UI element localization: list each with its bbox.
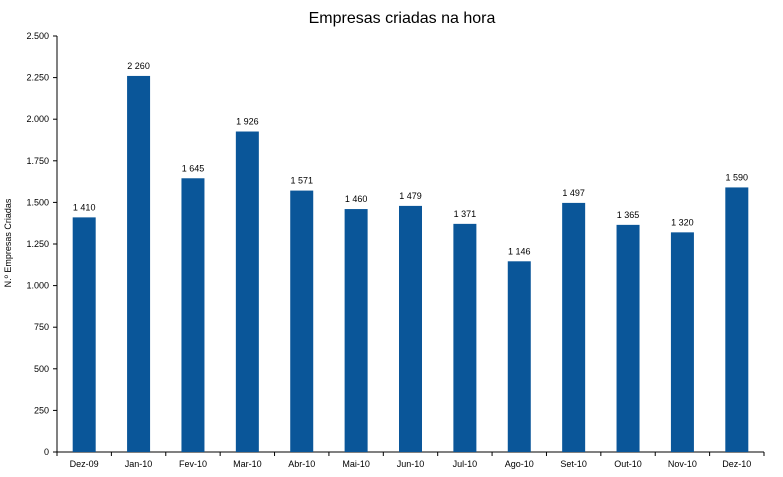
bar (670, 232, 694, 452)
y-tick-label: 1.250 (26, 239, 49, 249)
x-tick-label: Mar-10 (233, 459, 262, 469)
bar (562, 202, 586, 452)
bar (344, 209, 368, 452)
bars (72, 75, 749, 452)
y-tick-labels: 0 250 500 750 1.000 1.250 1.500 1.750 2.000 2.250… (26, 31, 49, 457)
x-tick-label: Out-10 (614, 459, 642, 469)
x-tick-label: Jun-10 (397, 459, 425, 469)
bar (399, 205, 422, 452)
x-tick-label: Jul-10 (453, 459, 478, 469)
x-tick-labels: Dez-09 Jan-10 Fev-10 Mar-10 Abr-10 Mai-10 Jun-… (70, 459, 752, 469)
data-label: 1 497 (562, 188, 585, 198)
data-label: 1 571 (290, 176, 313, 186)
x-tick-label: Set-10 (560, 459, 587, 469)
y-tick-label: 750 (34, 322, 49, 332)
y-tick-label: 500 (34, 364, 49, 374)
y-tick-label: 1.500 (26, 197, 49, 207)
x-tick-label: Nov-10 (668, 459, 697, 469)
axes (53, 35, 765, 456)
x-tick-label: Fev-10 (179, 459, 207, 469)
y-tick-label: 1.750 (26, 156, 49, 166)
y-tick-label: 1.000 (26, 281, 49, 291)
y-tick-label: 2.000 (26, 114, 49, 124)
data-label: 1 479 (399, 191, 422, 201)
bar (616, 224, 640, 452)
bar (181, 178, 205, 452)
x-tick-label: Mai-10 (342, 459, 370, 469)
bar (235, 131, 259, 452)
y-tick-label: 2.250 (26, 73, 49, 83)
data-label: 1 371 (454, 209, 477, 219)
chart-title: Empresas criadas na hora (309, 10, 496, 27)
data-label: 1 460 (345, 194, 368, 204)
y-tick-label: 2.500 (26, 31, 49, 41)
x-tick-label: Abr-10 (288, 459, 315, 469)
data-label: 1 365 (617, 210, 640, 220)
data-label: 1 146 (508, 246, 531, 256)
bar (72, 217, 96, 452)
x-tick-label: Ago-10 (505, 459, 534, 469)
bar (290, 190, 314, 452)
x-tick-label: Dez-10 (722, 459, 751, 469)
data-labels: 1 410 2 260 1 645 1 926 1 571 1 460 1 479 1 371… (73, 61, 748, 256)
data-label: 2 260 (127, 61, 150, 71)
x-tick-label: Dez-09 (70, 459, 99, 469)
bar (725, 187, 749, 452)
data-label: 1 926 (236, 117, 259, 127)
y-tick-label: 0 (44, 447, 49, 457)
bar (507, 261, 531, 452)
x-tick-label: Jan-10 (125, 459, 153, 469)
y-tick-label: 250 (34, 405, 49, 415)
bar (127, 75, 151, 452)
data-label: 1 320 (671, 217, 694, 227)
y-axis-label: N.º Empresas Criadas (3, 198, 13, 287)
bar (453, 223, 477, 452)
data-label: 1 410 (73, 202, 96, 212)
data-label: 1 590 (726, 172, 749, 182)
data-label: 1 645 (182, 163, 205, 173)
